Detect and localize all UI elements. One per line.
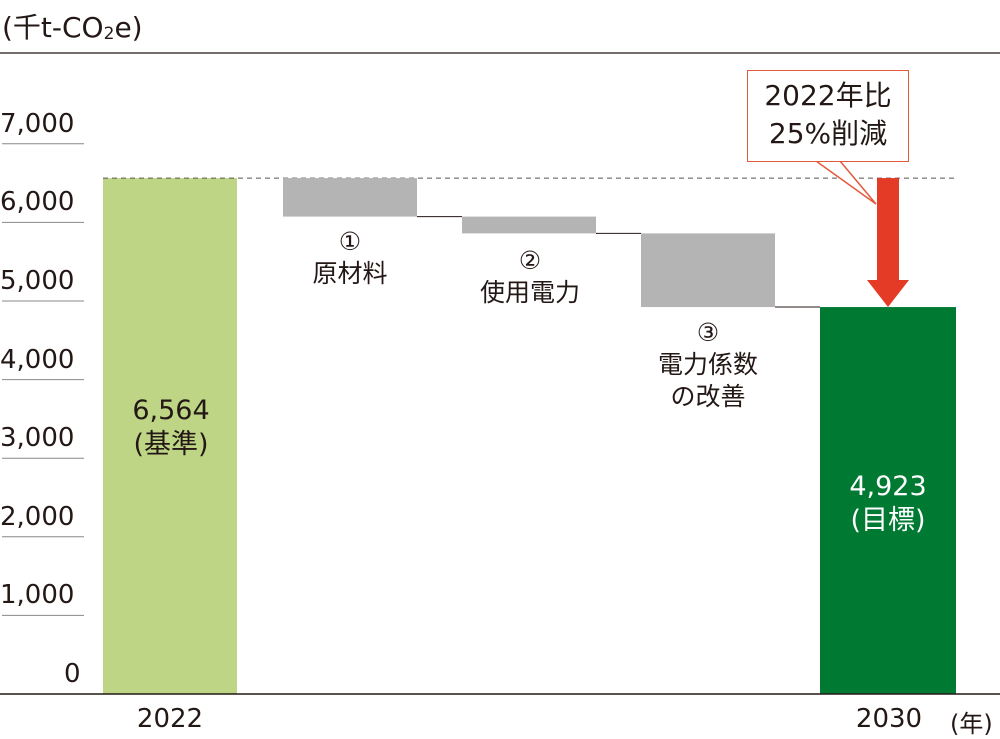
y-tick-label: 5,000 (0, 266, 75, 296)
y-tick-label: 4,000 (0, 344, 75, 375)
callout-line2: 25%削減 (768, 117, 888, 150)
reduction-3-name-line2: の改善 (670, 382, 746, 411)
unit-label: (千t-CO2e) (2, 11, 143, 44)
reduction-3-name-line1: 電力係数 (657, 350, 758, 379)
reduction-arrow-head (867, 280, 909, 308)
reduction-arrow-shaft (877, 178, 899, 282)
target-bar (820, 307, 956, 694)
reduction-3-annotation: ③ 電力係数 の改善 (640, 317, 776, 413)
target-value: 4,923 (849, 471, 927, 502)
reduction-bar-2 (462, 216, 596, 234)
base-bar-label: 6,564 (基準) (103, 394, 239, 462)
callout-line1: 2022年比 (764, 79, 892, 112)
base-sublabel: (基準) (133, 429, 209, 460)
target-bar-label: 4,923 (目標) (820, 470, 956, 538)
x-unit-label: (年) (950, 710, 993, 738)
reduction-2-name: 使用電力 (479, 278, 580, 307)
y-tick-label: 2,000 (0, 501, 75, 532)
reduction-1-name: 原材料 (312, 259, 388, 288)
reduction-2-annotation: ② 使用電力 (455, 245, 605, 309)
reduction-1-marker: ① (338, 227, 362, 256)
y-tick-label: 7,000 (0, 108, 75, 139)
reduction-callout: 2022年比 25%削減 (747, 70, 909, 162)
y-tick-label: 1,000 (0, 580, 75, 611)
x-label-2030: 2030 (855, 704, 923, 734)
reduction-3-marker: ③ (696, 318, 720, 347)
reduction-1-annotation: ① 原材料 (283, 226, 417, 290)
reduction-2-marker: ② (518, 246, 542, 275)
base-value: 6,564 (132, 395, 210, 426)
target-sublabel: (目標) (850, 505, 926, 536)
y-tick-label: 6,000 (0, 187, 75, 218)
reduction-bar-1 (283, 178, 417, 217)
base-bar (103, 178, 237, 695)
x-label-2022: 2022 (136, 704, 204, 734)
y-tick-label: 0 (64, 659, 81, 689)
reduction-bar-3 (641, 233, 775, 308)
callout-pointer (813, 160, 877, 205)
y-tick-label: 3,000 (0, 423, 75, 454)
